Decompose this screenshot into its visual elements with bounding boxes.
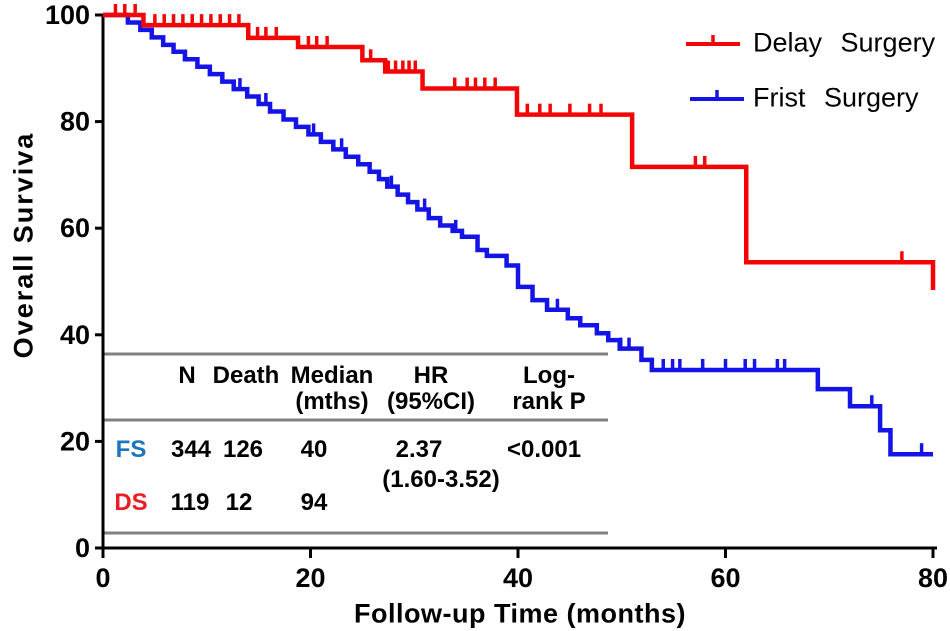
table-header-death: Death — [212, 362, 280, 389]
table-header-hr: HR (95%CI) — [386, 362, 476, 415]
x-axis-title: Follow-up Time (months) — [354, 598, 686, 629]
x-tick-label-80: 80 — [918, 563, 948, 593]
y-tick-label-20: 20 — [60, 426, 90, 456]
table-cell-ds-n: 119 — [170, 489, 210, 516]
x-tick-label-60: 60 — [710, 563, 740, 593]
x-axis-ticks: 0 20 40 60 80 — [95, 548, 948, 593]
table-cell-fs-death: 126 — [222, 436, 264, 463]
y-tick-label-80: 80 — [60, 107, 90, 137]
x-tick-label-20: 20 — [295, 563, 325, 593]
table-cell-fs-n: 344 — [170, 436, 212, 463]
x-tick-label-0: 0 — [95, 563, 110, 593]
legend-label-delay-surgery: Delay Surgery — [753, 27, 936, 58]
table-header-logrank-p: Log- rank P — [512, 362, 586, 415]
y-tick-label-100: 100 — [45, 0, 90, 30]
table-cell-fs-hr: 2.37 — [395, 436, 443, 463]
frist-surgery-censor-ticks — [238, 78, 924, 453]
y-axis-ticks: 100 80 60 40 20 0 — [45, 0, 103, 563]
table-cell-fs-median: 40 — [300, 436, 328, 463]
table-cell-ds-death: 12 — [225, 489, 253, 516]
table-header-n: N — [178, 362, 196, 389]
table-header-median: Median (mths) — [290, 362, 374, 415]
x-tick-label-40: 40 — [503, 563, 533, 593]
y-tick-label-60: 60 — [60, 213, 90, 243]
y-axis-title: Overall Surviva — [8, 131, 39, 359]
y-tick-label-40: 40 — [60, 320, 90, 350]
frist-surgery-curve — [103, 12, 933, 457]
legend-marker-frist-surgery-icon — [690, 90, 744, 101]
table-cell-ds-median: 94 — [300, 489, 328, 516]
y-tick-label-0: 0 — [75, 533, 90, 563]
legend-marker-delay-surgery-icon — [686, 35, 740, 46]
table-cell-fs-hr-ci: (1.60-3.52) — [382, 466, 500, 493]
table-cell-fs-p: <0.001 — [506, 436, 582, 463]
table-rules — [103, 352, 608, 535]
axes — [101, 15, 937, 550]
delay-surgery-censor-ticks — [113, 4, 904, 261]
delay-surgery-curve — [103, 12, 936, 291]
table-row-fs-label: FS — [115, 436, 147, 463]
legend-label-frist-surgery: Frist Surgery — [753, 82, 919, 113]
table-row-ds-label: DS — [114, 489, 148, 516]
